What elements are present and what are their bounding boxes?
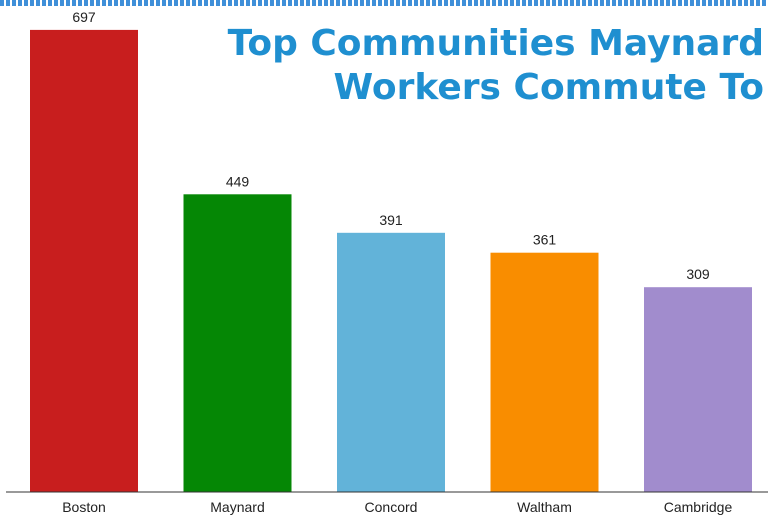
category-label-maynard: Maynard <box>210 499 264 515</box>
category-label-boston: Boston <box>62 499 106 515</box>
bar-maynard <box>183 194 292 493</box>
chart-title-line-2: Workers Commute To <box>334 67 765 108</box>
category-label-concord: Concord <box>365 499 418 515</box>
bar-cambridge <box>644 287 752 492</box>
category-label-cambridge: Cambridge <box>664 499 733 515</box>
bar-boston <box>30 29 138 493</box>
value-label-maynard: 449 <box>226 173 250 189</box>
bar-waltham <box>490 252 599 492</box>
value-label-boston: 697 <box>72 9 96 25</box>
chart-title-line-1: Top Communities Maynard <box>228 23 764 64</box>
value-label-cambridge: 309 <box>686 266 710 282</box>
category-label-waltham: Waltham <box>517 499 572 515</box>
value-label-waltham: 361 <box>533 232 557 248</box>
value-label-concord: 391 <box>379 212 403 228</box>
bars-layer: 697 Boston 449 Maynard 391 Concord 361 Waltham 3… <box>30 9 752 515</box>
bar-concord <box>337 232 445 493</box>
